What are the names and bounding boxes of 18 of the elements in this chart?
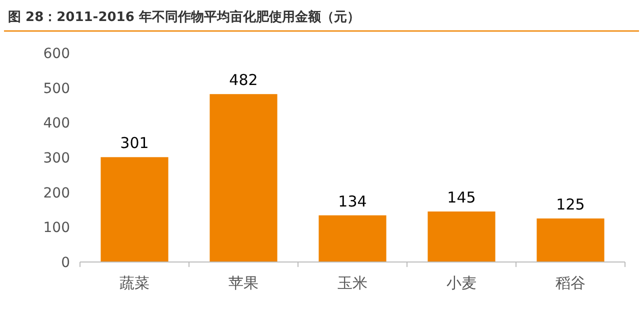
x-tick-label: 小麦: [446, 274, 476, 292]
data-label: 301: [120, 134, 149, 152]
y-tick-label: 100: [43, 220, 70, 236]
y-tick-label: 600: [43, 46, 70, 62]
data-label: 145: [447, 188, 476, 206]
x-tick-label: 稻谷: [556, 274, 586, 292]
data-label: 134: [338, 192, 367, 210]
x-tick-label: 苹果: [228, 274, 258, 292]
y-tick-label: 0: [61, 255, 70, 271]
y-tick-label: 400: [43, 116, 70, 132]
x-tick-label: 玉米: [338, 274, 368, 292]
data-label: 482: [229, 71, 258, 90]
y-tick-label: 200: [43, 185, 70, 202]
data-label: 125: [556, 195, 585, 214]
y-tick-label: 500: [43, 80, 70, 97]
y-tick-label: 300: [43, 150, 70, 166]
title: 图 28：2011-2016 年不同作物平均亩化肥使用金额（元）: [8, 10, 360, 25]
x-tick-label: 蔬菜: [120, 274, 150, 292]
